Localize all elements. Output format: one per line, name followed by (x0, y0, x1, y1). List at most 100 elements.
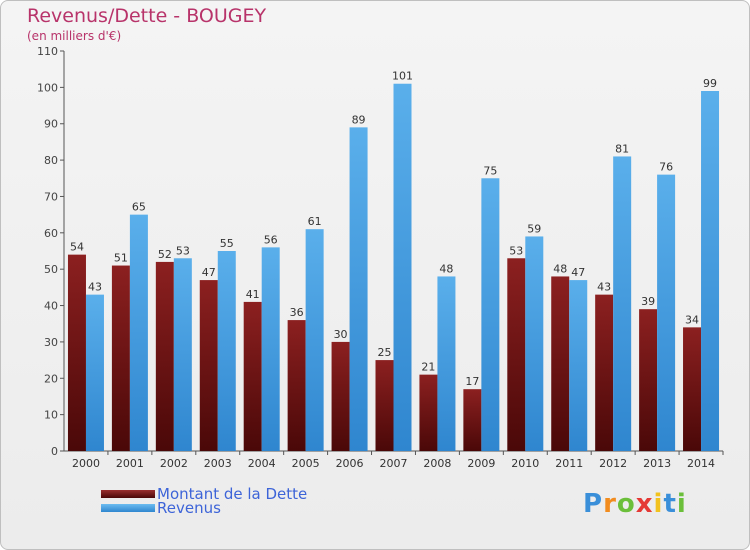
data-label-revenue: 89 (352, 113, 366, 126)
data-label-revenue: 76 (659, 161, 673, 174)
data-label-revenue: 99 (703, 77, 717, 90)
bar-debt (67, 254, 86, 451)
legend-label-debt: Montant de la Dette (157, 485, 308, 503)
data-label-debt: 41 (246, 288, 260, 301)
y-tick-label: 50 (44, 263, 58, 276)
y-tick-label: 20 (44, 372, 58, 385)
x-tick-label: 2013 (643, 457, 671, 470)
bar-debt (111, 265, 130, 451)
data-label-debt: 34 (685, 313, 699, 326)
x-tick-label: 2001 (116, 457, 144, 470)
legend-swatch-revenue (101, 504, 155, 512)
data-label-debt: 30 (334, 328, 348, 341)
legend-item-revenue: Revenus (101, 499, 221, 517)
y-tick-label: 10 (44, 409, 58, 422)
data-label-debt: 48 (553, 262, 567, 275)
bar-revenue (305, 229, 324, 451)
legend-swatch-debt (101, 490, 155, 498)
x-tick-label: 2003 (204, 457, 232, 470)
x-tick-label: 2007 (380, 457, 408, 470)
data-label-revenue: 101 (392, 70, 413, 83)
data-label-revenue: 55 (220, 237, 234, 250)
data-label-debt: 52 (158, 248, 172, 261)
bar-debt (419, 374, 438, 451)
x-tick-label: 2008 (423, 457, 451, 470)
y-tick-label: 40 (44, 300, 58, 313)
data-label-debt: 47 (202, 266, 216, 279)
logo-letter: i (676, 489, 687, 519)
data-label-debt: 17 (465, 375, 479, 388)
data-label-debt: 21 (421, 361, 435, 374)
data-label-debt: 53 (509, 244, 523, 257)
x-tick-label: 2000 (72, 457, 100, 470)
x-tick-label: 2009 (467, 457, 495, 470)
y-tick-label: 110 (37, 45, 58, 58)
bar-revenue (701, 91, 720, 451)
data-label-revenue: 81 (615, 142, 629, 155)
data-label-debt: 39 (641, 295, 655, 308)
data-label-revenue: 47 (571, 266, 585, 279)
data-label-revenue: 48 (439, 262, 453, 275)
x-tick-label: 2002 (160, 457, 188, 470)
logo-letter: o (616, 489, 636, 519)
bar-revenue (129, 214, 148, 451)
data-label-revenue: 53 (176, 244, 190, 257)
x-tick-label: 2010 (511, 457, 539, 470)
x-tick-label: 2004 (248, 457, 276, 470)
data-label-debt: 54 (70, 241, 84, 254)
data-label-debt: 25 (378, 346, 392, 359)
logo-letter: P (583, 489, 604, 519)
x-tick-label: 2006 (336, 457, 364, 470)
x-tick-label: 2014 (687, 457, 715, 470)
bar-revenue (393, 83, 412, 452)
data-label-revenue: 61 (308, 215, 322, 228)
chart-title: Revenus/Dette - BOUGEY (27, 5, 267, 27)
data-label-revenue: 56 (264, 233, 278, 246)
bar-revenue (349, 127, 368, 451)
data-label-revenue: 65 (132, 201, 146, 214)
data-label-revenue: 75 (483, 164, 497, 177)
chart-bars (67, 83, 720, 452)
y-tick-label: 70 (44, 190, 58, 203)
bar-debt (595, 294, 614, 451)
y-tick-label: 100 (37, 81, 58, 94)
bar-debt (463, 389, 482, 451)
logo-letter: x (635, 489, 654, 519)
bar-revenue (261, 247, 280, 451)
bar-revenue (481, 178, 500, 452)
chart-subtitle: (en milliers d'€) (27, 29, 122, 43)
bar-debt (551, 276, 570, 451)
bar-debt (331, 341, 350, 451)
chart-data-labels: 54 43 51 65 52 53 47 55 41 56 36 61 30 89 25 101 21 48 17 7… (70, 70, 717, 388)
bar-revenue (437, 276, 456, 451)
y-tick-label: 90 (44, 118, 58, 131)
bar-debt (639, 309, 658, 451)
bar-debt (243, 301, 262, 451)
bar-debt (375, 360, 394, 451)
bar-revenue (217, 251, 236, 451)
x-tick-label: 2012 (599, 457, 627, 470)
data-label-debt: 43 (597, 281, 611, 294)
bar-debt (507, 258, 526, 451)
bar-revenue (613, 156, 632, 452)
bar-revenue (657, 174, 676, 452)
bar-revenue (525, 236, 544, 451)
legend-label-revenue: Revenus (157, 499, 221, 517)
bar-debt (287, 320, 306, 451)
x-tick-label: 2011 (555, 457, 583, 470)
data-label-debt: 51 (114, 252, 128, 265)
data-label-revenue: 43 (88, 281, 102, 294)
bar-revenue (173, 258, 192, 451)
logo-letter: t (663, 489, 677, 519)
y-tick-label: 30 (44, 336, 58, 349)
data-label-debt: 36 (290, 306, 304, 319)
bar-revenue (569, 280, 588, 451)
bar-revenue (85, 294, 104, 451)
bar-debt (683, 327, 702, 451)
logo-letter: r (603, 489, 617, 519)
x-tick-label: 2005 (292, 457, 320, 470)
bar-debt (199, 280, 218, 451)
logo-letter: i (653, 489, 664, 519)
